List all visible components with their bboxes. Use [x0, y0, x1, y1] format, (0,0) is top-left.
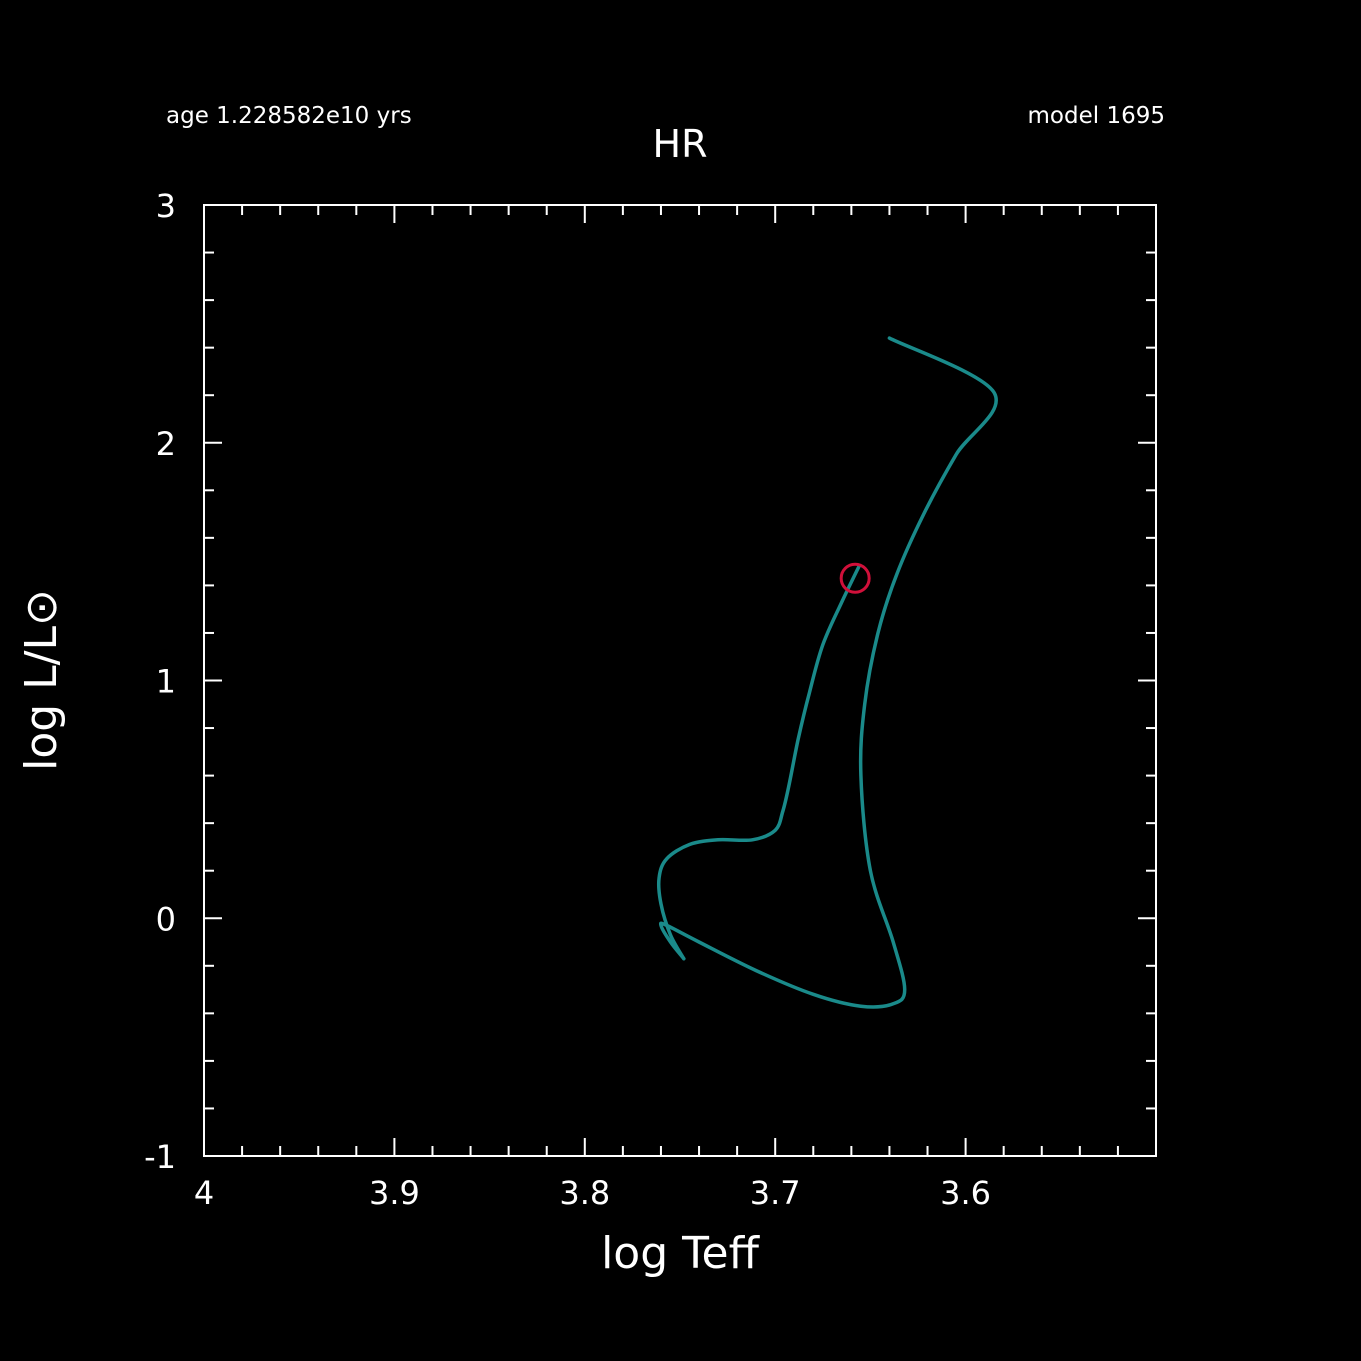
x-axis-label: log Teff	[601, 1228, 761, 1279]
chart-title: HR	[653, 122, 708, 166]
age-label: age 1.228582e10 yrs	[166, 103, 412, 129]
y-tick-label: -1	[144, 1138, 176, 1176]
axis-ticks	[203, 204, 1157, 1157]
x-tick-label: 4	[194, 1174, 214, 1212]
x-tick-labels: 4 3.9 3.8 3.7 3.6	[194, 1174, 991, 1212]
track-segment	[658, 336, 998, 1009]
y-axis-label: log L/L⊙	[16, 589, 67, 771]
x-tick-label: 3.7	[750, 1174, 801, 1212]
x-tick-label: 3.9	[369, 1174, 420, 1212]
evolution-track	[656, 336, 998, 1009]
y-tick-label: 2	[156, 425, 176, 463]
current-model-marker	[839, 562, 871, 594]
x-tick-label: 3.6	[940, 1174, 991, 1212]
y-tick-label: 0	[156, 900, 176, 938]
x-tick-label: 3.8	[559, 1174, 610, 1212]
y-tick-labels: -1 0 1 2 3	[144, 187, 176, 1176]
y-tick-label: 3	[156, 187, 176, 225]
track-segment	[656, 564, 861, 961]
model-label: model 1695	[1028, 103, 1165, 129]
y-tick-label: 1	[156, 663, 176, 701]
